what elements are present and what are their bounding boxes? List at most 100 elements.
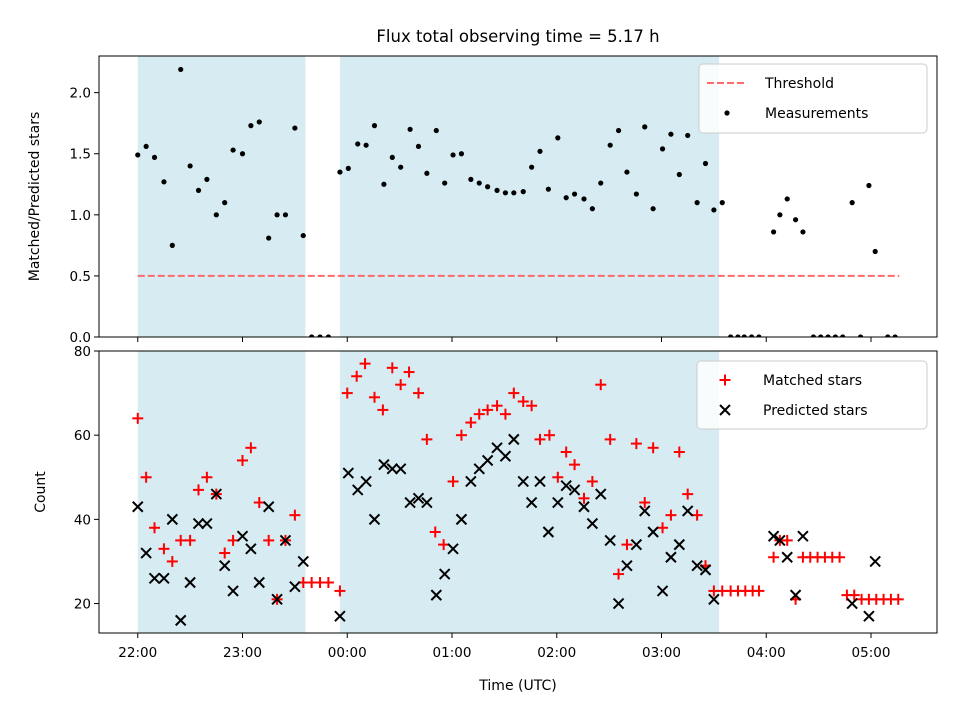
predicted-stars-point (708, 593, 720, 606)
matched-stars-point (158, 543, 170, 555)
measurements-point (476, 180, 482, 186)
measurements-point (581, 196, 587, 202)
measurements-point (213, 212, 219, 218)
predicted-stars-point (595, 488, 607, 500)
count-y-tick-label: 60 (74, 428, 91, 444)
measurements-point (857, 334, 864, 337)
measurements-point (187, 163, 193, 169)
matched-stars-point (613, 568, 625, 580)
measurements-point (668, 131, 674, 137)
predicted-stars-point-stroke (542, 526, 555, 538)
matched-stars-legend-label: Matched stars (763, 373, 862, 389)
matched-stars-point (334, 585, 346, 597)
count-y-tick-label: 40 (74, 512, 91, 528)
measurements-point (494, 187, 500, 193)
predicted-stars-point (368, 513, 381, 526)
predicted-stars-point-stroke (352, 484, 364, 496)
predicted-stars-point-stroke (421, 496, 433, 509)
predicted-stars-legend-swatch (719, 404, 731, 416)
predicted-stars-point-stroke (174, 614, 187, 627)
predicted-stars-point-stroke (166, 513, 179, 526)
measurements-point (792, 217, 799, 223)
measurements-point (659, 146, 666, 152)
measurements-point (485, 184, 491, 190)
predicted-stars-point (245, 543, 257, 555)
matched-stars-point (491, 400, 503, 412)
predicted-stars-point-stroke (210, 488, 223, 500)
measurements-point (719, 200, 725, 206)
matched-stars-point (289, 509, 301, 521)
ratio-y-tick-label: 1.0 (70, 208, 91, 224)
predicted-stars-point (789, 589, 802, 601)
predicted-stars-point (774, 534, 786, 547)
measurements-point (511, 190, 517, 196)
predicted-stars-point-stroke (656, 585, 669, 597)
x-tick-label: 02:00 (537, 645, 576, 661)
measurements-point (239, 151, 246, 157)
predicted-stars-point (542, 526, 555, 538)
ratio-data (135, 66, 898, 337)
measurements-series (135, 66, 898, 337)
predicted-stars-point (681, 505, 694, 517)
measurements-point (741, 334, 747, 337)
predicted-stars-point-stroke (368, 513, 381, 526)
predicted-stars-point-stroke (447, 543, 459, 555)
measurements-point (151, 154, 158, 161)
predicted-stars-point-stroke (612, 597, 625, 610)
predicted-stars-point (132, 501, 144, 513)
matched-stars-point (351, 370, 363, 382)
measurements-point (458, 151, 465, 157)
measurements-point (892, 334, 898, 337)
measurements-point (711, 207, 717, 213)
measurements-point (545, 186, 551, 192)
matched-stars-point (219, 547, 231, 559)
measurements-point (735, 334, 741, 337)
predicted-stars-point-stroke (665, 551, 677, 563)
measurements-point (433, 127, 439, 134)
x-tick-label: 04:00 (747, 645, 786, 661)
predicted-stars-point-stroke (140, 547, 152, 559)
measurements-point (371, 123, 378, 129)
predicted-stars-point-stroke (869, 555, 881, 568)
matched-stars-point (341, 387, 353, 399)
predicted-stars-point (210, 488, 223, 500)
measurements-point (633, 191, 639, 197)
measurements-point (849, 200, 855, 206)
count-panel: 20 40 60 80 22:00 23:00 00:00 01:00 02:00 03:00 04… (33, 344, 938, 661)
matched-stars-point (691, 509, 703, 521)
predicted-stars-point-stroke (578, 501, 590, 513)
matched-stars-point (245, 442, 257, 454)
measurements-point (317, 334, 323, 337)
ratio-y-tick-label: 1.5 (70, 147, 91, 163)
predicted-stars-point-stroke (455, 513, 468, 526)
predicted-stars-point (499, 450, 512, 462)
predicted-stars-point (430, 589, 443, 601)
predicted-stars-point (352, 484, 364, 496)
matched-stars-point (201, 471, 213, 483)
measurements-point (615, 127, 622, 134)
measurements-point (537, 148, 543, 154)
matched-stars-point (237, 454, 249, 466)
measurements-point (204, 176, 210, 182)
predicted-stars-point-stroke (767, 530, 780, 542)
predicted-stars-point-stroke (201, 517, 213, 530)
predicted-stars-point-stroke (289, 580, 301, 593)
predicted-stars-point (271, 593, 283, 606)
measurements-point (676, 171, 682, 178)
measurements-point (832, 334, 838, 337)
predicted-stars-point-stroke (184, 576, 196, 589)
predicted-stars-point (517, 475, 529, 488)
predicted-stars-point (586, 517, 599, 530)
measurements-point (728, 334, 734, 337)
predicted-stars-point (691, 559, 703, 572)
measurements-point (292, 125, 298, 131)
matched-stars-point (140, 471, 152, 483)
measurements-point (784, 196, 790, 202)
predicted-stars-point-stroke (491, 442, 503, 454)
measurements-point (563, 195, 569, 201)
matched-stars-point (465, 417, 477, 429)
measurements-point (642, 124, 648, 130)
matched-stars-point (359, 358, 371, 370)
measurements-point (363, 142, 369, 148)
measurements-point (266, 235, 272, 241)
